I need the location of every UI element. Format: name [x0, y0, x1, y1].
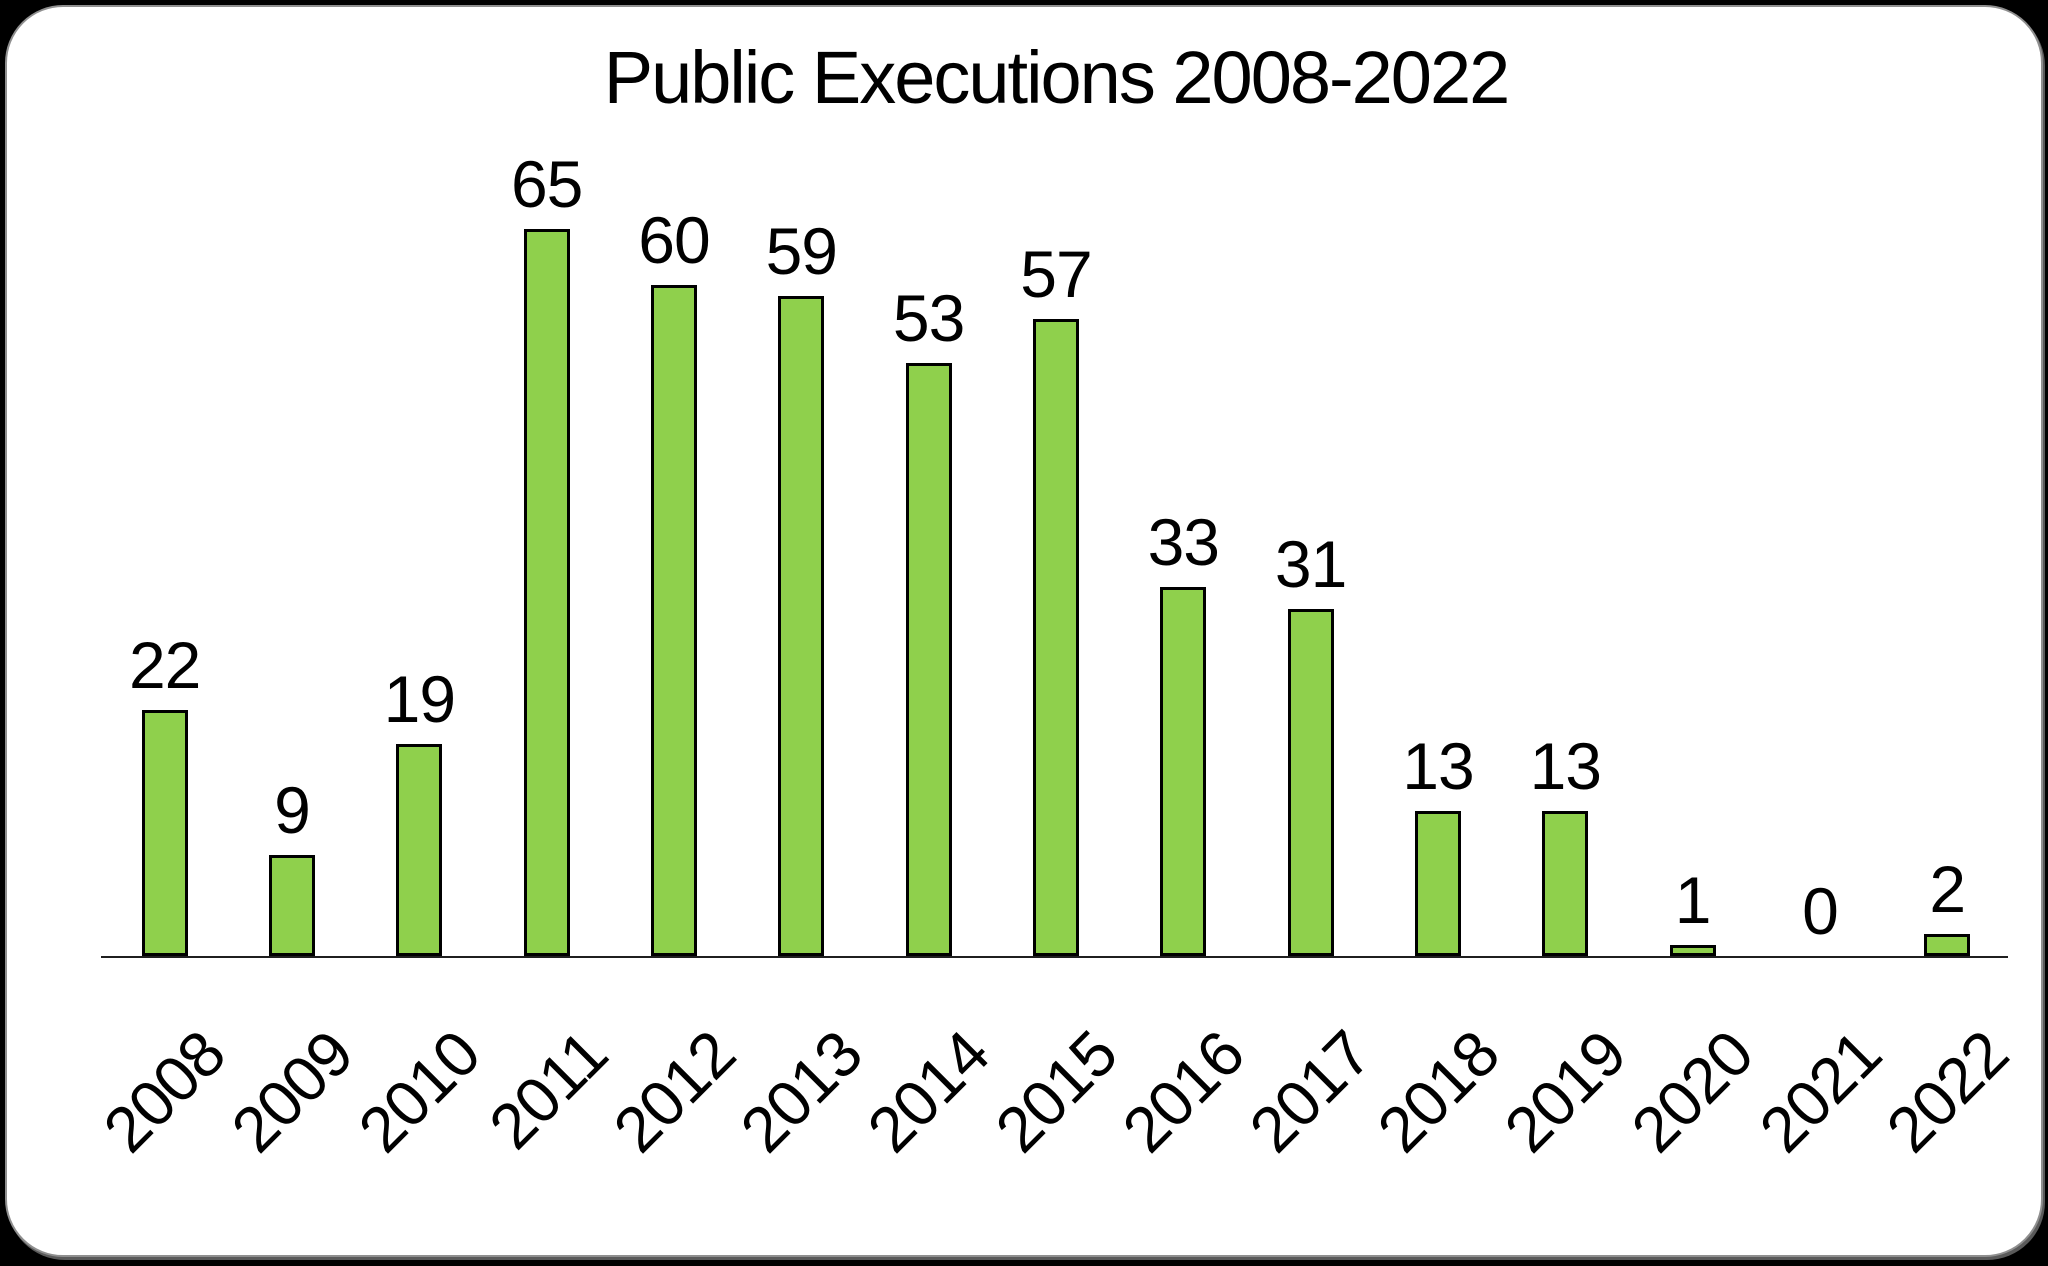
- bar-2013: [778, 296, 825, 956]
- x-tick-label-2012: 2012: [599, 1017, 749, 1166]
- x-tick-label-2018: 2018: [1363, 1017, 1513, 1166]
- x-tick-label-2021: 2021: [1745, 1017, 1895, 1166]
- bar-value-label: 9: [274, 773, 311, 847]
- bar-column-2016: 33: [1120, 7, 1247, 956]
- bar-value-label: 13: [1402, 729, 1474, 803]
- x-tick-label-2013: 2013: [726, 1017, 876, 1166]
- bar-2011: [523, 229, 570, 956]
- bar-2015: [1032, 319, 1079, 956]
- bar-column-2010: 19: [356, 7, 483, 956]
- bar-column-2012: 60: [610, 7, 737, 956]
- bar-column-2018: 13: [1374, 7, 1501, 956]
- bar-value-label: 57: [1020, 237, 1092, 311]
- bar-value-label: 31: [1274, 527, 1347, 601]
- bar-value-label: 65: [510, 147, 583, 221]
- x-tick-label-2020: 2020: [1617, 1017, 1767, 1166]
- bar-column-2008: 22: [101, 7, 228, 956]
- bar-value-label: 59: [765, 214, 838, 288]
- x-tick-label-2015: 2015: [981, 1017, 1131, 1166]
- x-tick-label-2014: 2014: [853, 1017, 1003, 1166]
- bar-2020: [1669, 945, 1716, 956]
- bar-2016: [1160, 587, 1207, 956]
- bar-2014: [905, 363, 952, 956]
- bar-column-2022: 2: [1884, 7, 2011, 956]
- bar-2019: [1542, 811, 1589, 956]
- bar-value-label: 13: [1529, 729, 1602, 803]
- bar-column-2011: 65: [483, 7, 610, 956]
- bar-column-2014: 53: [865, 7, 992, 956]
- x-tick-label-2016: 2016: [1108, 1017, 1258, 1166]
- bar-column-2021: 0: [1756, 7, 1883, 956]
- chart-card: Public Executions 2008-2022 22 9 19 65 60 59 5…: [5, 5, 2043, 1257]
- x-tick-label-2008: 2008: [89, 1017, 239, 1166]
- bar-value-label: 19: [383, 662, 456, 736]
- bar-2022: [1924, 934, 1971, 956]
- bar-2008: [141, 710, 188, 956]
- bar-chart: Public Executions 2008-2022 22 9 19 65 60 59 5…: [7, 7, 2041, 1255]
- x-tick-label-2010: 2010: [344, 1017, 494, 1166]
- x-tick-label-2019: 2019: [1490, 1017, 1640, 1166]
- bar-2018: [1414, 811, 1461, 956]
- bar-value-label: 33: [1147, 505, 1220, 579]
- bar-value-label: 0: [1802, 874, 1839, 948]
- bar-value-label: 1: [1674, 863, 1712, 937]
- x-tick-label-2009: 2009: [217, 1017, 367, 1166]
- bar-2009: [268, 855, 315, 956]
- bar-column-2019: 13: [1502, 7, 1629, 956]
- bar-2017: [1287, 609, 1334, 956]
- plot-area: 22 9 19 65 60 59 53 57 33 31 13 13 1 0 2: [101, 7, 2011, 956]
- x-tick-label-2022: 2022: [1872, 1017, 2022, 1166]
- bar-2012: [650, 285, 697, 956]
- bar-column-2015: 57: [992, 7, 1119, 956]
- bar-column-2013: 59: [738, 7, 865, 956]
- bar-column-2020: 1: [1629, 7, 1756, 956]
- bar-column-2017: 31: [1247, 7, 1374, 956]
- bar-value-label: 53: [892, 281, 965, 355]
- bar-column-2009: 9: [228, 7, 355, 956]
- chart-title: Public Executions 2008-2022: [603, 36, 1511, 119]
- x-tick-label-2017: 2017: [1235, 1017, 1385, 1166]
- bar-value-label: 22: [128, 628, 201, 702]
- x-axis-line: [101, 956, 2008, 958]
- bar-value-label: 60: [638, 203, 710, 277]
- bar-value-label: 2: [1929, 852, 1966, 926]
- x-tick-label-2011: 2011: [475, 1017, 621, 1163]
- bar-2010: [396, 744, 443, 956]
